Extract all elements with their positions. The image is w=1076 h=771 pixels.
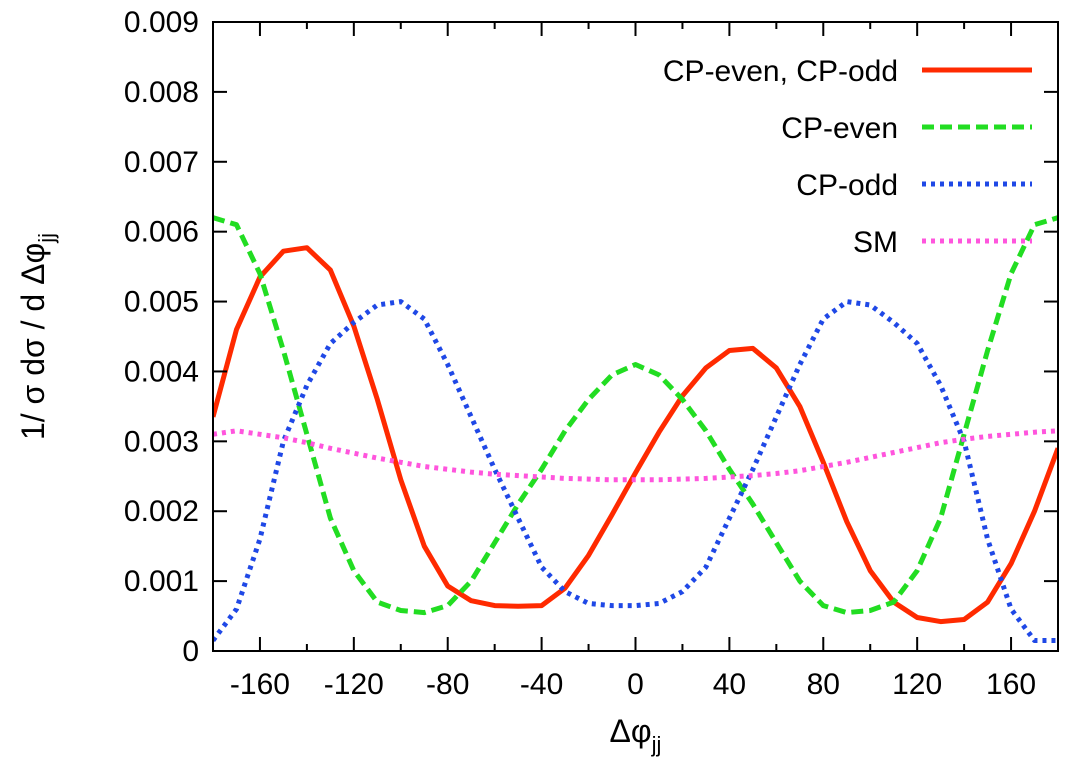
y-tick-label: 0.005 — [124, 286, 199, 319]
series-line-2 — [213, 299, 1058, 643]
y-tick-label: 0.003 — [124, 425, 199, 458]
x-tick-label: -120 — [324, 668, 384, 701]
y-tick-label: 0.009 — [124, 6, 199, 39]
legend: CP-even, CP-odd CP-even CP-odd SM — [663, 55, 1032, 259]
x-tick-label: -160 — [230, 668, 290, 701]
axes-layer: 0 0.001 0.002 0.003 0.004 0.005 0.006 0.007 0.00… — [124, 6, 1059, 701]
y-tick-label: 0.007 — [124, 146, 199, 179]
y-tick-label: 0.006 — [124, 216, 199, 249]
y-tick-label: 0.004 — [124, 355, 199, 388]
legend-label-2: CP-odd — [796, 169, 898, 202]
y-axis-title: 1/ σ dσ / d Δφjj — [15, 233, 59, 440]
x-tick-label: 80 — [807, 668, 840, 701]
y-tick-label: 0.008 — [124, 76, 199, 109]
y-tick-label: 0 — [182, 635, 199, 668]
legend-label-3: SM — [853, 226, 898, 259]
x-tick-label: 40 — [713, 668, 746, 701]
y-tick-label: 0.002 — [124, 495, 199, 528]
x-tick-label: -40 — [520, 668, 563, 701]
x-axis-title-main: Δφ — [610, 713, 652, 749]
x-tick-label: -80 — [426, 668, 469, 701]
series-line-0 — [213, 245, 1058, 625]
series-line-3 — [213, 428, 1058, 483]
x-axis-title: Δφjj — [610, 713, 662, 757]
series-line-1 — [213, 215, 1058, 616]
x-tick-label: 120 — [892, 668, 942, 701]
x-axis-title-sub: jj — [651, 732, 662, 757]
y-tick-label: 0.001 — [124, 565, 199, 598]
legend-label-1: CP-even — [781, 112, 898, 145]
y-axis-title-main: 1/ σ dσ / d Δφ — [15, 243, 51, 440]
legend-label-0: CP-even, CP-odd — [663, 55, 898, 88]
x-tick-label: 0 — [627, 668, 644, 701]
series-layer — [213, 215, 1058, 643]
x-tick-label: 160 — [986, 668, 1036, 701]
y-axis-title-sub: jj — [34, 233, 59, 244]
